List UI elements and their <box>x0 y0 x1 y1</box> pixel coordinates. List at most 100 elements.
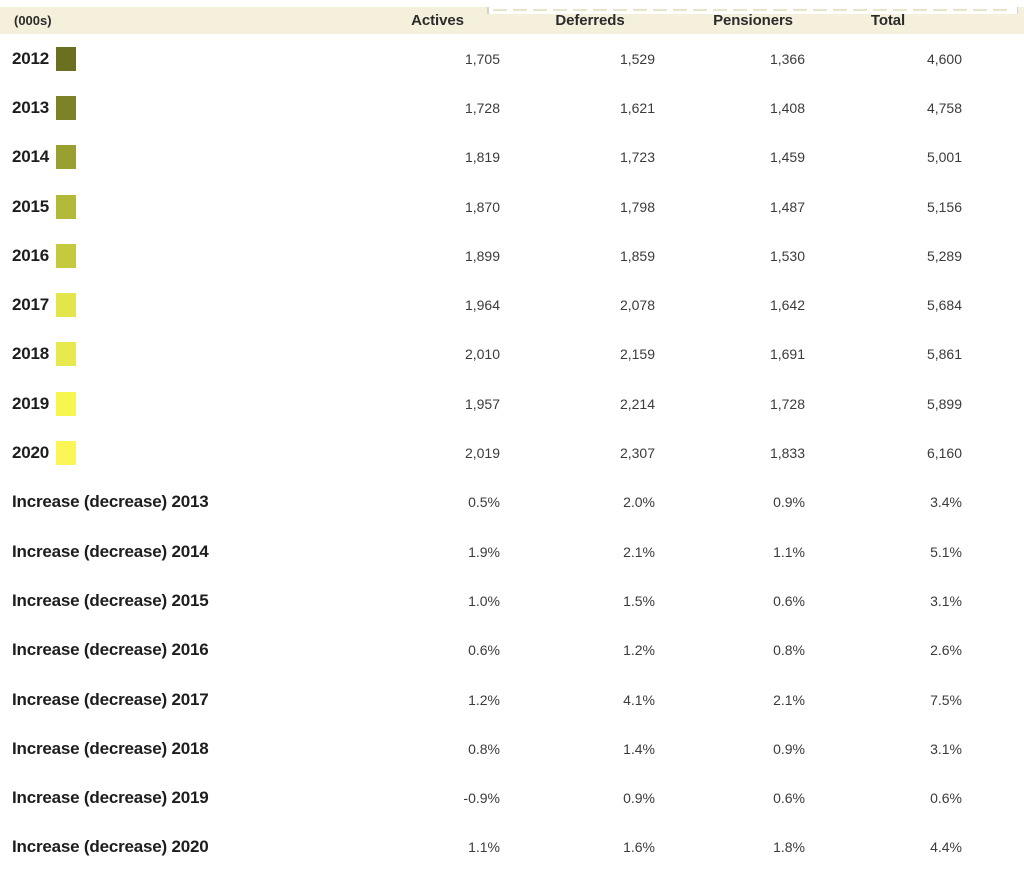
year-label-cell: 2015 <box>0 194 375 219</box>
table-row-change: Increase (decrease) 2018 0.8% 1.4% 0.9% 3.1% <box>0 724 1024 774</box>
value-cell: 7.5% <box>930 691 962 708</box>
legend-swatch <box>56 342 77 367</box>
column-header-actives: Actives <box>411 12 464 29</box>
year-label-cell: 2013 <box>0 95 375 120</box>
value-cell: 1,366 <box>769 50 805 67</box>
year-label: 2018 <box>12 344 50 364</box>
value-cell: 3.1% <box>930 592 962 609</box>
year-label: 2012 <box>12 48 50 68</box>
value-cell: 1,899 <box>464 247 500 264</box>
units-label: (000s) <box>14 13 52 28</box>
value-cell: 1,459 <box>769 149 805 166</box>
value-cell: 2.6% <box>930 642 962 659</box>
value-cell: 2,159 <box>619 346 655 363</box>
year-label: 2017 <box>12 295 50 315</box>
legend-swatch <box>56 243 77 268</box>
value-cell: 3.1% <box>930 740 962 757</box>
value-cell: 5,156 <box>926 198 962 215</box>
change-row-label: Increase (decrease) 2017 <box>12 689 209 709</box>
value-cell: 2,010 <box>464 346 500 363</box>
value-cell: 2,307 <box>619 445 655 462</box>
value-cell: 1,723 <box>619 149 655 166</box>
year-label-cell: 2018 <box>0 342 375 367</box>
value-cell: 1,408 <box>769 99 805 116</box>
change-row-label: Increase (decrease) 2016 <box>12 640 209 660</box>
value-cell: 1,529 <box>619 50 655 67</box>
year-label-cell: 2012 <box>0 46 375 71</box>
value-cell: 1,819 <box>464 149 500 166</box>
change-row-label: Increase (decrease) 2020 <box>12 837 209 857</box>
year-label: 2016 <box>12 245 50 265</box>
value-cell: 0.6% <box>773 592 805 609</box>
year-label-cell: 2017 <box>0 293 375 318</box>
value-cell: 1.1% <box>773 543 805 560</box>
value-cell: 2.0% <box>623 494 655 511</box>
value-cell: 1.6% <box>623 839 655 856</box>
value-cell: 1,642 <box>769 297 805 314</box>
year-label: 2013 <box>12 97 50 117</box>
table-row-change: Increase (decrease) 2019 -0.9% 0.9% 0.6% 0.6… <box>0 773 1024 823</box>
value-cell: 0.6% <box>773 790 805 807</box>
cropped-widget-bottom-edge <box>487 7 1018 14</box>
value-cell: 1,705 <box>464 50 500 67</box>
value-cell: 0.8% <box>773 642 805 659</box>
value-cell: 1.8% <box>773 839 805 856</box>
value-cell: 1,964 <box>464 297 500 314</box>
table-body: 2012 1,705 1,529 1,366 4,600 2013 1,728 1,621 1,… <box>0 34 1024 873</box>
table-row-change: Increase (decrease) 2014 1.9% 2.1% 1.1% 5.1% <box>0 526 1024 577</box>
table-row-change: Increase (decrease) 2020 1.1% 1.6% 1.8% 4.4% <box>0 822 1024 873</box>
value-cell: 1.2% <box>468 691 500 708</box>
value-cell: 6,160 <box>926 445 962 462</box>
table-row-year: 2019 1,957 2,214 1,728 5,899 <box>0 379 1024 429</box>
value-cell: -0.9% <box>463 790 500 807</box>
table-row-year: 2017 1,964 2,078 1,642 5,684 <box>0 280 1024 330</box>
value-cell: 0.9% <box>623 790 655 807</box>
cropped-widget-dashed-line <box>493 9 1013 11</box>
change-label-cell: Increase (decrease) 2017 <box>0 690 375 710</box>
value-cell: 1,833 <box>769 445 805 462</box>
value-cell: 1.1% <box>468 839 500 856</box>
value-cell: 2.1% <box>623 543 655 560</box>
value-cell: 1,487 <box>769 198 805 215</box>
change-label-cell: Increase (decrease) 2020 <box>0 837 375 857</box>
column-header-pensioners: Pensioners <box>713 12 793 29</box>
value-cell: 2.1% <box>773 691 805 708</box>
value-cell: 0.9% <box>773 494 805 511</box>
change-label-cell: Increase (decrease) 2018 <box>0 739 375 759</box>
change-row-label: Increase (decrease) 2019 <box>12 788 209 808</box>
year-label: 2019 <box>12 393 50 413</box>
year-label-cell: 2014 <box>0 145 375 170</box>
value-cell: 4.1% <box>623 691 655 708</box>
change-row-label: Increase (decrease) 2014 <box>12 541 209 561</box>
value-cell: 5,899 <box>926 395 962 412</box>
value-cell: 2,214 <box>619 395 655 412</box>
change-row-label: Increase (decrease) 2018 <box>12 738 209 758</box>
year-label-cell: 2016 <box>0 243 375 268</box>
table-row-change: Increase (decrease) 2013 0.5% 2.0% 0.9% 3.4% <box>0 477 1024 527</box>
value-cell: 4.4% <box>930 839 962 856</box>
value-cell: 0.6% <box>468 642 500 659</box>
value-cell: 5,001 <box>926 149 962 166</box>
value-cell: 1,728 <box>769 395 805 412</box>
change-label-cell: Increase (decrease) 2014 <box>0 542 375 562</box>
value-cell: 0.6% <box>930 790 962 807</box>
table-row-change: Increase (decrease) 2015 1.0% 1.5% 0.6% 3.1% <box>0 576 1024 626</box>
value-cell: 5,684 <box>926 297 962 314</box>
value-cell: 1,957 <box>464 395 500 412</box>
table-row-year: 2012 1,705 1,529 1,366 4,600 <box>0 34 1024 84</box>
year-label: 2014 <box>12 147 50 167</box>
value-cell: 1.2% <box>623 642 655 659</box>
column-header-total: Total <box>870 12 906 29</box>
legend-swatch <box>56 95 77 120</box>
table-row-year: 2013 1,728 1,621 1,408 4,758 <box>0 83 1024 133</box>
value-cell: 1.4% <box>623 740 655 757</box>
value-cell: 1,870 <box>464 198 500 215</box>
value-cell: 1.5% <box>623 592 655 609</box>
table-row-year: 2014 1,819 1,723 1,459 5,001 <box>0 132 1024 182</box>
legend-swatch <box>56 194 77 219</box>
year-label: 2020 <box>12 443 50 463</box>
legend-swatch <box>56 46 77 71</box>
value-cell: 5,861 <box>926 346 962 363</box>
legend-swatch <box>56 293 77 318</box>
value-cell: 0.8% <box>468 740 500 757</box>
